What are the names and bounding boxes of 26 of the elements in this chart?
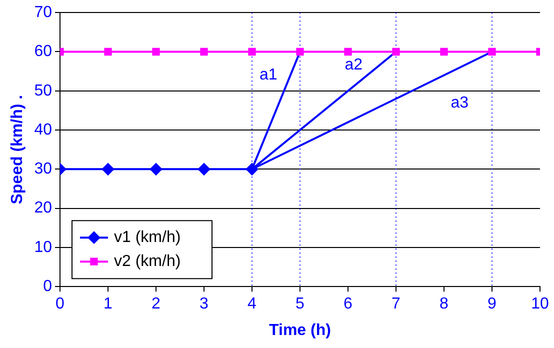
x-tick-label: 4	[248, 296, 257, 313]
y-tick-label: 40	[34, 121, 52, 138]
annotation: a1	[260, 66, 278, 84]
x-tick-label: 9	[488, 296, 497, 313]
x-tick-label: 1	[104, 296, 113, 313]
annotation: a2	[344, 56, 363, 74]
x-axis-title: Time (h)	[269, 322, 331, 339]
x-tick-label: 3	[200, 296, 209, 313]
y-tick-label: 30	[34, 160, 52, 178]
legend-label: v2 (km/h)	[114, 253, 181, 270]
x-tick-label: 7	[392, 296, 401, 313]
x-tick-label: 5	[296, 296, 305, 313]
y-tick-label: 0	[43, 278, 52, 296]
legend-label: v1 (km/h)	[114, 229, 181, 246]
x-tick-label: 10	[531, 296, 549, 313]
y-axis-title: Speed (km/h) .	[9, 94, 26, 204]
x-tick-label: 8	[440, 296, 449, 313]
y-tick-label: 70	[34, 4, 52, 22]
y-tick-label: 60	[34, 43, 52, 60]
annotation: a3	[450, 94, 469, 112]
y-tick-label: 50	[34, 82, 52, 100]
y-tick-label: 20	[34, 200, 52, 217]
x-tick-label: 2	[152, 296, 161, 313]
x-tick-label: 6	[344, 296, 353, 313]
x-tick-label: 0	[56, 296, 65, 313]
y-tick-label: 10	[34, 238, 52, 256]
